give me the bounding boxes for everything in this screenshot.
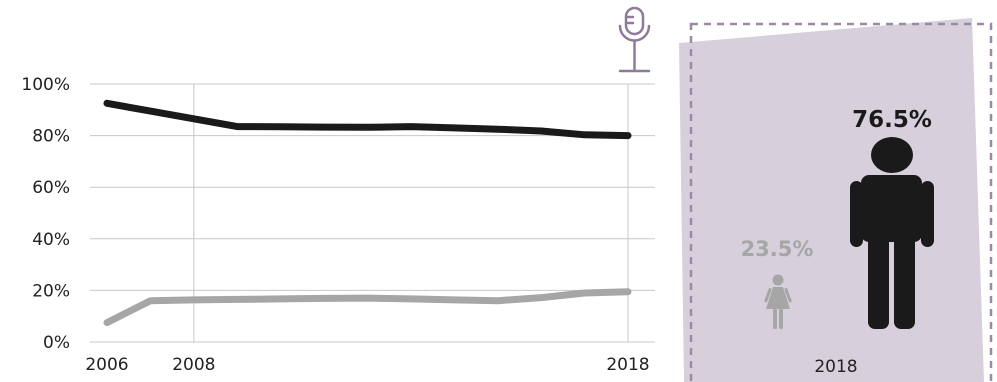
women-series-line	[103, 288, 632, 327]
man-icon	[850, 137, 934, 329]
y-tick-label-80: 80%	[32, 127, 70, 147]
x-axis-ticks: 2006 2008 2018	[85, 355, 649, 375]
y-tick-label-100: 100%	[21, 75, 70, 95]
series-group	[103, 99, 632, 327]
grid-lines	[90, 83, 655, 343]
y-axis-ticks: 0% 20% 40% 60% 80% 100%	[21, 75, 70, 353]
x-tick-label-2006: 2006	[85, 355, 128, 375]
y-tick-label-0: 0%	[43, 333, 70, 353]
pie-year-label: 2018	[814, 357, 857, 377]
x-tick-label-2008: 2008	[172, 355, 215, 375]
y-tick-label-40: 40%	[32, 230, 70, 250]
woman-icon	[764, 274, 792, 329]
men-series-line	[103, 99, 632, 140]
x-tick-label-2018: 2018	[606, 355, 649, 375]
microphone-icon	[618, 6, 651, 73]
women-percentage-label: 23.5%	[741, 237, 814, 261]
y-tick-label-20: 20%	[32, 281, 70, 301]
pie-panel-background	[679, 18, 984, 382]
men-percentage-label: 76.5%	[852, 107, 932, 133]
pie-panel-border	[689, 22, 993, 382]
y-tick-label-60: 60%	[32, 178, 70, 198]
